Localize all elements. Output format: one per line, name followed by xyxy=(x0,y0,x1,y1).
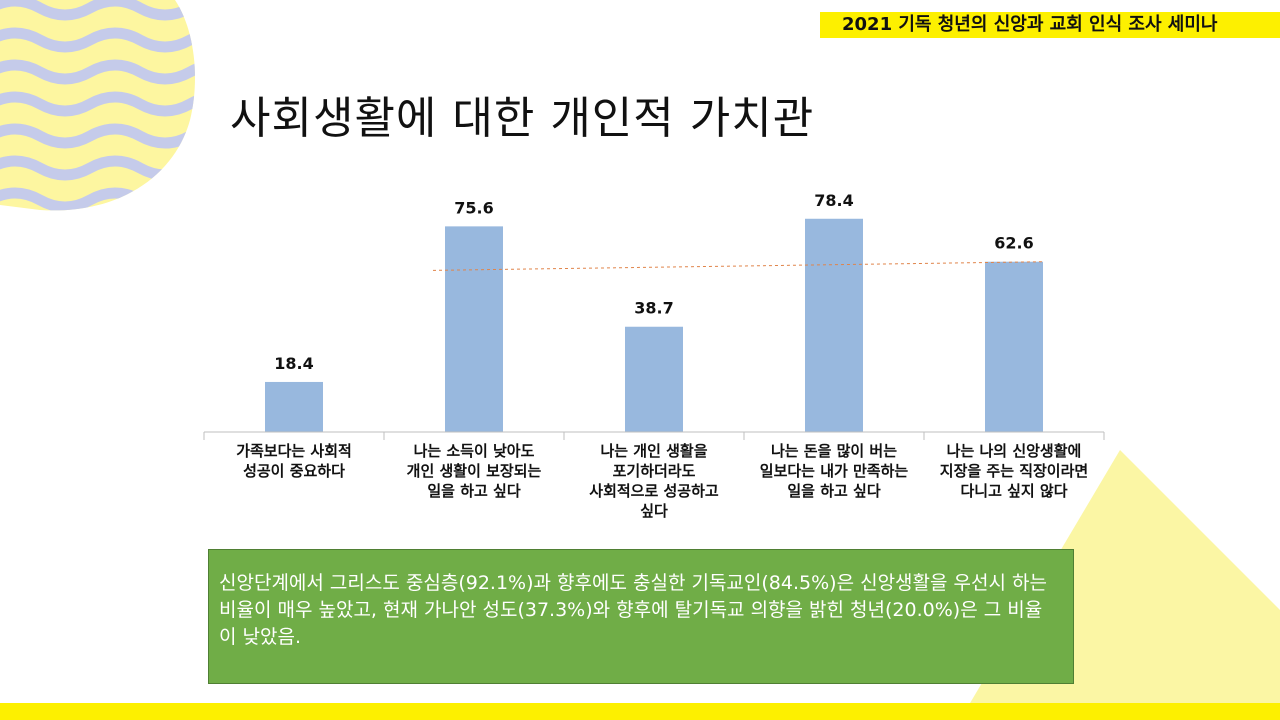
category-label-line: 나는 돈을 많이 버는 xyxy=(770,442,898,460)
category-label-line: 나는 소득이 낮아도 xyxy=(413,442,535,460)
bars-group xyxy=(203,218,1105,440)
category-label-line: 포기하더라도 xyxy=(612,462,696,480)
category-label-line: 싶다 xyxy=(640,502,668,520)
bar-2 xyxy=(445,226,503,432)
category-label-line: 일보다는 내가 만족하는 xyxy=(759,462,909,480)
value-label-1: 18.4 xyxy=(274,354,313,373)
category-label-line: 일을 하고 싶다 xyxy=(787,482,881,500)
reference-dashed-line xyxy=(432,261,1044,271)
category-label-line: 가족보다는 사회적 xyxy=(236,442,352,460)
summary-note-text: 신앙단계에서 그리스도 중심층(92.1%)과 향후에도 충실한 기독교인(84… xyxy=(219,572,1047,648)
bar-5 xyxy=(985,261,1043,432)
bar-1 xyxy=(265,381,323,432)
summary-note-box: 신앙단계에서 그리스도 중심층(92.1%)과 향후에도 충실한 기독교인(84… xyxy=(208,549,1074,684)
seminar-header-tag: 2021 기독 청년의 신앙과 교회 인식 조사 세미나 xyxy=(820,12,1280,38)
value-label-3: 38.7 xyxy=(634,299,673,318)
bottom-accent-bar xyxy=(0,703,1280,720)
value-label-2: 75.6 xyxy=(454,198,493,217)
category-label-line: 성공이 중요하다 xyxy=(243,462,345,480)
page-title: 사회생활에 대한 개인적 가치관 xyxy=(230,93,815,144)
bar-4 xyxy=(805,218,863,432)
bar-3 xyxy=(625,326,683,432)
category-label-line: 나는 개인 생활을 xyxy=(600,442,708,460)
category-label-line: 지장을 주는 직장이라면 xyxy=(939,462,1089,480)
value-label-5: 62.6 xyxy=(994,234,1033,253)
category-label-line: 다니고 싶지 않다 xyxy=(960,482,1068,500)
category-labels: 가족보다는 사회적 성공이 중요하다 나는 소득이 낮아도 개인 생활이 보장되는 일을… xyxy=(204,441,1104,531)
wave-decoration xyxy=(0,0,195,211)
category-label-line: 나는 나의 신앙생활에 xyxy=(946,442,1082,460)
category-label-line: 일을 하고 싶다 xyxy=(427,482,521,500)
category-label-line: 사회적으로 성공하고 xyxy=(589,482,719,500)
value-labels-group: 18.4 75.6 38.7 78.4 62.6 xyxy=(274,191,1033,373)
category-label-line: 개인 생활이 보장되는 xyxy=(406,462,542,480)
value-label-4: 78.4 xyxy=(814,191,853,210)
